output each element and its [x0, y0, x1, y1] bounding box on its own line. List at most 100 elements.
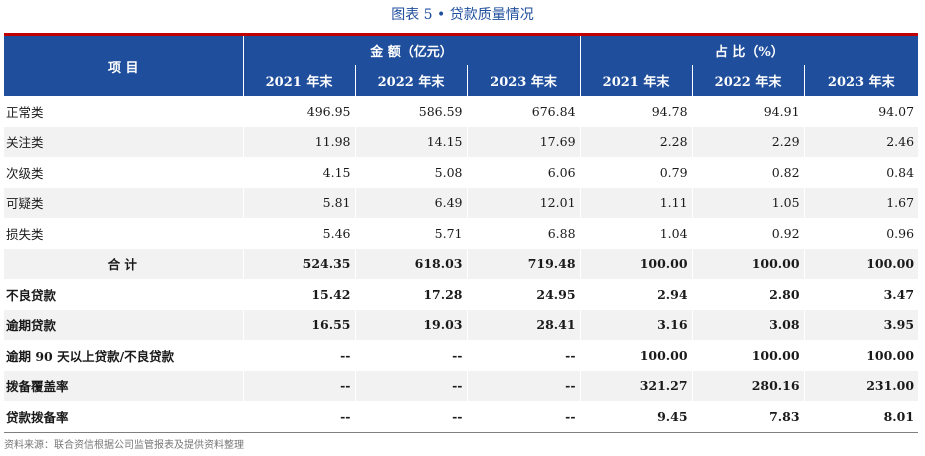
table-cell: -- [354, 340, 467, 371]
header-year: 2021 年末 [242, 65, 355, 96]
table-cell: -- [466, 340, 581, 371]
table-cell: 3.47 [803, 279, 919, 310]
table-cell: 1.11 [579, 187, 693, 218]
table-cell: 280.16 [691, 370, 805, 401]
table-cell: 12.01 [466, 187, 581, 218]
table-cell: 3.95 [803, 309, 919, 340]
table-cell: -- [242, 370, 355, 401]
table-cell: 100.00 [803, 340, 919, 371]
header-year: 2022 年末 [354, 65, 467, 96]
row-label: 关注类 [4, 126, 243, 157]
table-row: 关注类 11.98 14.15 17.69 2.28 2.29 2.46 [4, 126, 919, 157]
table-cell: 9.45 [579, 401, 693, 433]
table-cell: 676.84 [466, 96, 581, 127]
table-row: 次级类 4.15 5.08 6.06 0.79 0.82 0.84 [4, 157, 919, 188]
table-row: 逾期 90 天以上贷款/不良贷款 -- -- -- 100.00 100.00 100.00 [4, 340, 919, 371]
header-year: 2023 年末 [803, 65, 919, 96]
row-label: 逾期 90 天以上贷款/不良贷款 [6, 348, 175, 364]
table-row: 贷款拨备率 -- -- -- 9.45 7.83 8.01 [4, 401, 919, 433]
table-cell: 100.00 [691, 248, 805, 279]
table-cell: 16.55 [242, 309, 355, 340]
table-cell: 8.01 [803, 401, 919, 433]
table-cell: 6.49 [354, 187, 467, 218]
table-cell: 1.67 [803, 187, 919, 218]
table-cell: 2.28 [579, 126, 693, 157]
table-cell: 5.71 [354, 218, 467, 249]
table-cell: 3.16 [579, 309, 693, 340]
table-cell: 2.94 [579, 279, 693, 310]
table-cell: 5.81 [242, 187, 355, 218]
table-row: 逾期贷款 16.55 19.03 28.41 3.16 3.08 3.95 [4, 309, 919, 340]
table-cell: 6.88 [466, 218, 581, 249]
table-cell: -- [242, 401, 355, 433]
table-row: 不良贷款 15.42 17.28 24.95 2.94 2.80 3.47 [4, 279, 919, 310]
table-cell: 321.27 [579, 370, 693, 401]
table-cell: 719.48 [466, 248, 581, 279]
table-cell: 14.15 [354, 126, 467, 157]
header-year: 2021 年末 [579, 65, 693, 96]
table-row: 损失类 5.46 5.71 6.88 1.04 0.92 0.96 [4, 218, 919, 249]
table-cell: 94.78 [579, 96, 693, 127]
table-cell: -- [466, 370, 581, 401]
header-year: 2023 年末 [466, 65, 581, 96]
table-cell: 15.42 [242, 279, 355, 310]
header-item: 项 目 [4, 33, 243, 96]
table-cell: 1.04 [579, 218, 693, 249]
table-row: 可疑类 5.81 6.49 12.01 1.11 1.05 1.67 [4, 187, 919, 218]
source-note: 资料来源：联合资信根据公司监管报表及提供资料整理 [4, 440, 244, 451]
row-label: 逾期贷款 [4, 309, 243, 340]
table-cell: 100.00 [691, 340, 805, 371]
row-label: 次级类 [6, 165, 44, 181]
table-cell: 524.35 [242, 248, 355, 279]
table-title: 图表 5 • 贷款质量情况 [391, 7, 534, 23]
table-cell: 1.05 [691, 187, 805, 218]
table-cell: 2.46 [803, 126, 919, 157]
table-cell: 5.46 [242, 218, 355, 249]
table-cell: -- [242, 340, 355, 371]
table-cell: 2.29 [691, 126, 805, 157]
table-cell: 100.00 [579, 340, 693, 371]
row-label: 贷款拨备率 [4, 401, 243, 433]
table-row: 合 计 524.35 618.03 719.48 100.00 100.00 100.00 [4, 248, 919, 279]
table-cell: 0.84 [803, 157, 919, 188]
table-cell: 0.92 [691, 218, 805, 249]
table-cell: 3.08 [691, 309, 805, 340]
table-cell: 618.03 [354, 248, 467, 279]
table-cell: 0.79 [579, 157, 693, 188]
row-label: 拨备覆盖率 [4, 370, 243, 401]
row-label: 正常类 [6, 104, 44, 120]
table-cell: 11.98 [242, 126, 355, 157]
loan-quality-table: 项 目 金 额（亿元） 占 比（%） 2021 年末 2022 年末 2023 … [4, 33, 919, 433]
row-label: 可疑类 [4, 187, 243, 218]
table-cell: 0.96 [803, 218, 919, 249]
table-cell: 0.82 [691, 157, 805, 188]
table-cell: -- [354, 401, 467, 433]
table-cell: 231.00 [803, 370, 919, 401]
table-cell: 6.06 [466, 157, 581, 188]
table-cell: 2.80 [691, 279, 805, 310]
header-amount-group: 金 额（亿元） [242, 33, 581, 65]
table-cell: -- [466, 401, 581, 433]
row-label: 损失类 [6, 226, 44, 242]
row-label: 不良贷款 [6, 287, 57, 303]
table-row: 拨备覆盖率 -- -- -- 321.27 280.16 231.00 [4, 370, 919, 401]
table-cell: 19.03 [354, 309, 467, 340]
row-label: 合 计 [4, 248, 243, 279]
table-row: 正常类 496.95 586.59 676.84 94.78 94.91 94.07 [4, 96, 919, 127]
table-cell: 4.15 [242, 157, 355, 188]
table-cell: 100.00 [803, 248, 919, 279]
table-body: 正常类 496.95 586.59 676.84 94.78 94.91 94.07 关注类 1… [4, 96, 919, 433]
table-cell: 17.28 [354, 279, 467, 310]
table-cell: 7.83 [691, 401, 805, 433]
table-cell: 24.95 [466, 279, 581, 310]
table-cell: 94.07 [803, 96, 919, 127]
table-cell: 94.91 [691, 96, 805, 127]
table-cell: 5.08 [354, 157, 467, 188]
table-cell: 28.41 [466, 309, 581, 340]
header-year: 2022 年末 [691, 65, 805, 96]
table-cell: -- [354, 370, 467, 401]
table-cell: 586.59 [354, 96, 467, 127]
table-cell: 100.00 [579, 248, 693, 279]
header-ratio-group: 占 比（%） [579, 33, 919, 65]
table-cell: 496.95 [242, 96, 355, 127]
